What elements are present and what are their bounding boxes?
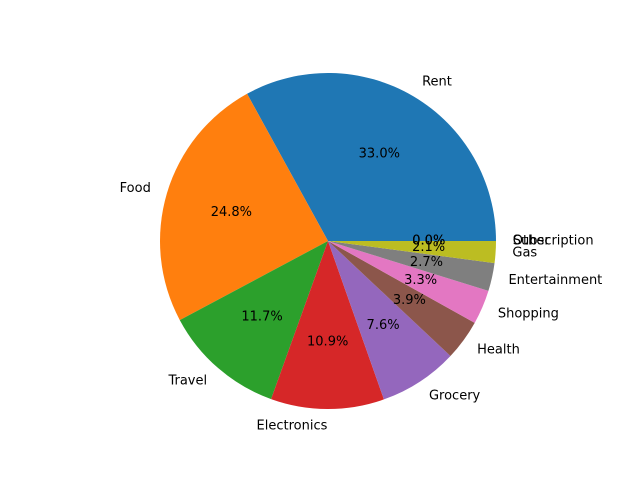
category-label-other: Other <box>513 234 551 249</box>
percent-label-gas: 2.1% <box>412 240 445 255</box>
pie-slice-entertainment <box>328 241 495 291</box>
category-label-grocery: Grocery <box>429 388 481 403</box>
category-label-shopping: Shopping <box>498 306 559 321</box>
category-label-subscription: Subscription <box>513 234 594 249</box>
category-label-food: Food <box>120 181 151 196</box>
category-label-electronics: Electronics <box>257 418 328 433</box>
percent-label-electronics: 10.9% <box>307 334 348 349</box>
pie-slice-gas <box>328 241 496 264</box>
category-labels: Rent Food Travel Electronics Grocery Health Sh… <box>120 74 603 433</box>
pie-slice-shopping <box>328 241 489 323</box>
percent-labels: 33.0% 24.8% 11.7% 10.9% 7.6% 3.9% 3.3% 2.7%2.1%… <box>211 147 446 350</box>
category-label-travel: Travel <box>167 373 207 388</box>
percent-label-rent: 33.0% <box>359 147 400 162</box>
category-label-gas: Gas <box>512 246 537 261</box>
percent-label-food: 24.8% <box>211 205 252 220</box>
percent-label-travel: 11.7% <box>241 310 282 325</box>
percent-label-other: 0.0% <box>412 234 445 249</box>
pie-slices <box>160 72 496 409</box>
pie-slice-rent <box>247 72 496 241</box>
pie-slice-grocery <box>328 241 451 400</box>
percent-label-grocery: 7.6% <box>367 318 400 333</box>
percent-label-entertainment: 2.7% <box>410 255 443 270</box>
category-label-rent: Rent <box>422 74 452 89</box>
percent-label-shopping: 3.3% <box>404 273 437 288</box>
pie-slice-electronics <box>271 241 384 409</box>
category-label-entertainment: Entertainment <box>508 273 602 288</box>
pie-slice-travel <box>179 241 328 400</box>
pie-slice-food <box>160 93 328 321</box>
pie-slice-health <box>328 241 475 357</box>
category-label-health: Health <box>477 343 520 358</box>
percent-label-health: 3.9% <box>393 293 426 308</box>
percent-label-subscription: 0.0% <box>412 234 445 249</box>
